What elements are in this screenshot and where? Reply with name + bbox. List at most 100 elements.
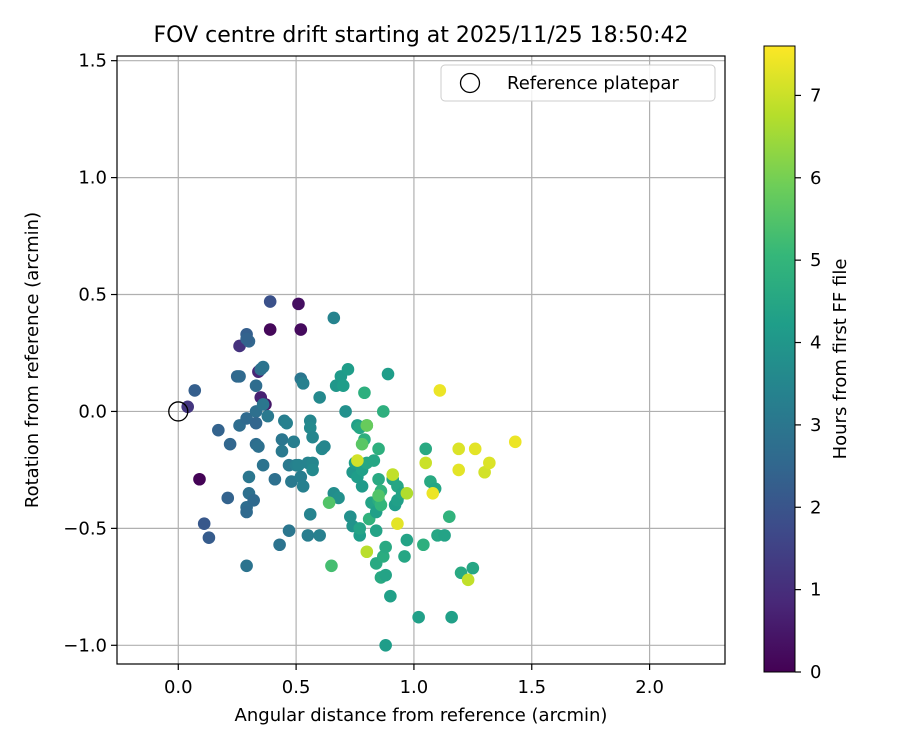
data-point — [452, 442, 466, 456]
colorbar-ticks: 0 1 2 3 4 5 6 7 — [795, 85, 821, 683]
data-point — [303, 508, 317, 521]
data-point — [306, 463, 319, 477]
x-axis-label: Angular distance from reference (arcmin) — [235, 705, 608, 726]
data-point — [353, 522, 367, 535]
colorbar-gradient — [764, 46, 795, 672]
chart-title: FOV centre drift starting at 2025/11/25 … — [154, 23, 689, 48]
data-point — [240, 332, 253, 346]
data-point — [313, 529, 326, 542]
data-point — [367, 454, 381, 467]
colorbar-tick-label: 6 — [810, 168, 821, 189]
data-point — [360, 419, 374, 432]
data-point — [240, 505, 253, 519]
data-point — [306, 430, 319, 444]
data-point — [445, 610, 458, 624]
data-point — [193, 472, 206, 486]
data-point — [280, 416, 293, 430]
data-point — [256, 458, 270, 472]
x-tick-label: 0.0 — [164, 677, 193, 698]
data-point — [358, 386, 371, 400]
y-tick-label: 0.5 — [78, 285, 107, 306]
y-tick-label: 0.0 — [78, 401, 107, 422]
data-point — [400, 486, 414, 500]
data-point — [247, 494, 260, 507]
data-point — [379, 638, 392, 652]
data-point — [296, 479, 310, 493]
data-point — [256, 398, 270, 411]
data-point — [438, 529, 451, 542]
legend-reference-marker — [459, 72, 481, 94]
data-point — [202, 531, 216, 545]
data-point — [263, 323, 277, 336]
data-point — [221, 491, 235, 505]
data-point — [336, 379, 350, 393]
data-point — [233, 370, 246, 383]
data-point — [296, 377, 310, 390]
x-tick-label: 2.0 — [635, 677, 664, 698]
x-axis-ticks: 0.0 0.5 1.0 1.5 2.0 — [164, 664, 664, 698]
reference-platepar-marker — [168, 401, 189, 422]
data-point — [282, 524, 296, 538]
x-tick-label: 1.5 — [517, 677, 546, 698]
data-point — [240, 412, 253, 425]
data-point — [313, 391, 326, 404]
y-tick-label: −1.0 — [63, 635, 107, 656]
legend: Reference platepar — [440, 64, 716, 102]
data-point — [376, 405, 390, 418]
colorbar-tick-label: 0 — [810, 662, 821, 683]
data-point — [318, 440, 331, 453]
data-point — [249, 416, 263, 430]
data-point — [285, 475, 298, 488]
data-point — [325, 559, 338, 573]
colorbar-frame — [763, 45, 796, 673]
data-point — [263, 295, 277, 308]
data-point — [417, 538, 430, 552]
colorbar-tick-label: 7 — [810, 85, 821, 106]
data-point — [391, 517, 404, 530]
data-point — [419, 442, 433, 456]
reference-marker — [168, 401, 189, 422]
data-point — [372, 442, 385, 456]
data-point — [327, 311, 341, 325]
data-point — [261, 409, 275, 423]
data-point — [292, 458, 305, 472]
data-point — [398, 550, 411, 563]
data-point — [466, 561, 480, 575]
colorbar-tick-label: 3 — [810, 415, 821, 436]
data-point — [301, 529, 315, 542]
data-point — [468, 442, 482, 456]
x-tick-label: 1.0 — [400, 677, 429, 698]
data-point — [268, 472, 282, 486]
data-point — [379, 540, 392, 554]
data-point — [379, 568, 392, 582]
y-tick-label: 1.5 — [78, 51, 107, 72]
data-point — [400, 533, 414, 547]
data-point — [386, 468, 400, 481]
data-point — [433, 384, 447, 397]
data-point — [292, 297, 305, 311]
y-tick-label: −0.5 — [63, 518, 107, 539]
data-point — [294, 323, 308, 336]
y-tick-label: 1.0 — [78, 168, 107, 189]
data-point — [351, 454, 364, 467]
data-point — [275, 433, 289, 446]
data-point — [188, 384, 202, 397]
colorbar-tick-label: 5 — [810, 250, 821, 271]
legend-label: Reference platepar — [507, 73, 679, 94]
data-point — [452, 463, 466, 477]
data-point — [273, 538, 286, 552]
grid — [117, 56, 725, 664]
data-point — [332, 491, 345, 505]
data-point — [442, 510, 456, 523]
data-point — [419, 456, 433, 470]
data-point — [369, 524, 383, 538]
data-point — [212, 423, 225, 437]
colorbar-tick-label: 2 — [810, 497, 821, 518]
plot-frame — [116, 55, 726, 665]
data-point — [360, 545, 374, 559]
data-point — [372, 472, 385, 486]
data-point — [275, 444, 289, 458]
data-point — [223, 437, 237, 451]
